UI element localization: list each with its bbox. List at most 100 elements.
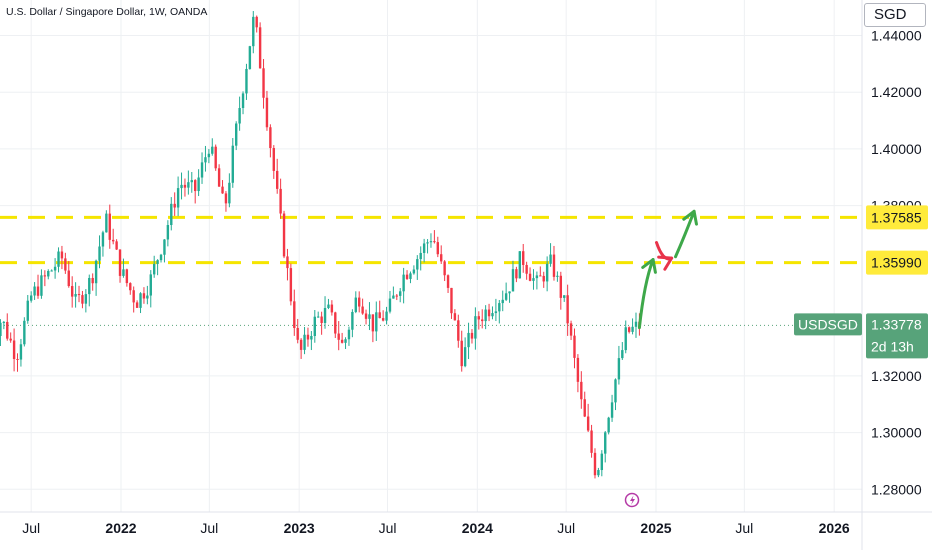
candle-body (344, 339, 347, 343)
projection-arrow-up-2-head (682, 209, 698, 226)
candle-body (375, 312, 378, 332)
x-tick-label: 2025 (640, 520, 671, 536)
x-tick-label: 2026 (819, 520, 850, 536)
candle-body (122, 269, 125, 276)
candle-body (392, 295, 395, 299)
candle-body (19, 344, 23, 360)
projection-arrow-up-2 (674, 209, 696, 259)
candle-body (299, 339, 303, 350)
candle-body (33, 286, 36, 296)
candle-body (88, 277, 91, 295)
candle-body (494, 311, 498, 314)
candle-body (228, 182, 231, 204)
projection-arrow-up-1-head (641, 258, 657, 274)
x-tick-label: 2023 (284, 520, 315, 536)
candle-body (70, 286, 74, 297)
candle-body (149, 274, 152, 296)
candle-body (303, 334, 306, 350)
candle-body (60, 251, 64, 259)
candle-body (498, 303, 501, 312)
candle-body (187, 182, 190, 188)
candle-body (412, 269, 416, 274)
candle-body (604, 432, 607, 454)
candle-body (91, 277, 94, 284)
candle-body (351, 311, 354, 330)
candle-body (163, 239, 166, 255)
candle-body (597, 470, 600, 476)
candle-body (26, 300, 29, 321)
candle-body (129, 283, 132, 291)
candle-body (347, 329, 351, 340)
candle-body (101, 232, 105, 247)
candle-body (176, 188, 180, 208)
candle-body (53, 266, 57, 271)
candle-body (111, 239, 115, 242)
candle-body (518, 251, 522, 279)
candle-body (631, 326, 634, 332)
candle-body (453, 313, 457, 321)
candle-body (245, 68, 248, 94)
candle-body (296, 327, 299, 340)
candle-body (67, 270, 70, 287)
candle-body (98, 246, 101, 261)
candle-body (255, 16, 258, 28)
candle-body (118, 249, 122, 276)
candle-body (173, 203, 176, 208)
candle-body (545, 263, 549, 282)
projection-arrow-up-1 (637, 258, 655, 330)
candle-body (47, 270, 50, 277)
candle-body (463, 347, 467, 367)
candle-body (139, 293, 142, 308)
candle-body (269, 127, 272, 149)
candle-body (146, 295, 149, 299)
symbol-text: USDSGD (798, 316, 858, 332)
candle-body (409, 273, 412, 279)
level-price-label (866, 250, 928, 275)
currency-selector[interactable]: SGD (864, 3, 926, 27)
candle-body (450, 287, 453, 314)
candle-body (221, 186, 224, 194)
y-tick-label: 1.28000 (871, 481, 922, 497)
projection-arrows (637, 209, 698, 330)
candle-body (156, 260, 159, 264)
candle-body (0, 322, 2, 336)
candle-body (108, 213, 111, 240)
candle-body (607, 417, 610, 433)
candle-body (443, 261, 446, 276)
lightning-bolt-icon (630, 495, 635, 505)
candle-body (467, 332, 470, 348)
candle-body (132, 290, 135, 303)
y-tick-label: 1.42000 (871, 84, 922, 100)
y-tick-label: 1.30000 (871, 425, 922, 441)
candle-body (224, 193, 228, 204)
candle-body (265, 97, 269, 128)
candle-body (74, 294, 77, 297)
candle-body (50, 270, 53, 272)
candle-body (204, 157, 207, 163)
x-tick-label: Jul (22, 520, 40, 536)
candle-body (241, 93, 245, 109)
candle-body (593, 452, 597, 476)
candle-body (481, 319, 484, 322)
events-marker[interactable] (624, 492, 640, 508)
candle-body (388, 298, 392, 312)
candle-body (487, 309, 491, 317)
candle-body (43, 275, 47, 277)
candle-body (293, 301, 296, 328)
candle-body (586, 416, 590, 431)
candle-body (556, 275, 559, 277)
candle-body (272, 148, 275, 171)
horizontal-levels[interactable] (0, 215, 862, 265)
candle-body (125, 269, 129, 284)
candle-body (323, 307, 327, 323)
candle-body (549, 254, 552, 264)
time-axis[interactable]: Jul 2022 Jul 2023 Jul 2024 Jul 2025 Jul 2026 (22, 520, 850, 536)
y-tick-label: 1.44000 (871, 27, 922, 43)
candle-body (402, 274, 405, 292)
last-price-text: 1.33778 (871, 316, 922, 332)
candle-body (590, 430, 593, 453)
candle-body (276, 170, 279, 189)
candle-body (508, 291, 511, 294)
candle-body (262, 68, 265, 98)
